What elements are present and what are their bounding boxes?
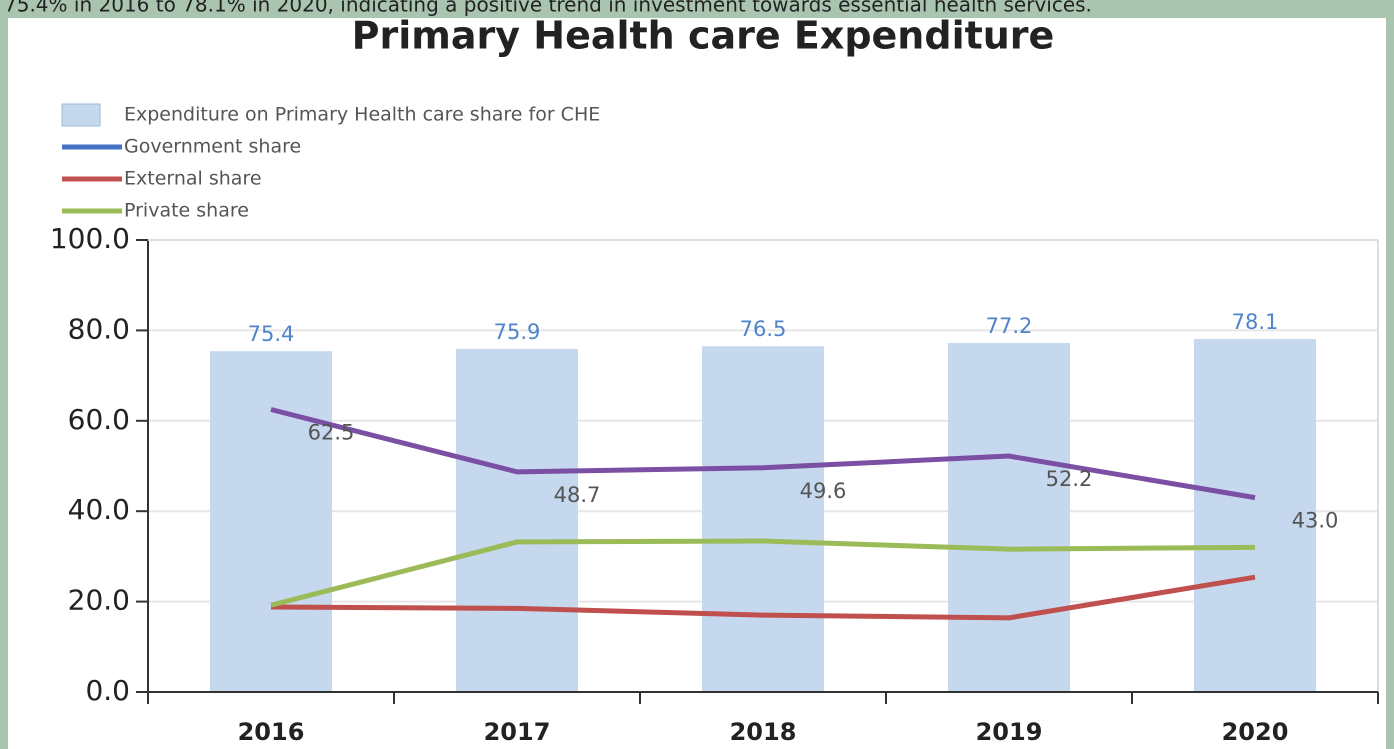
bar-value-label: 78.1 bbox=[1232, 310, 1279, 334]
line-value-label: 62.5 bbox=[308, 421, 355, 445]
y-tick-label: 60.0 bbox=[68, 403, 130, 436]
bar bbox=[948, 343, 1070, 692]
bar bbox=[210, 351, 332, 692]
bar-value-label: 77.2 bbox=[986, 314, 1033, 338]
legend-swatch bbox=[61, 103, 101, 127]
legend-label: Private share bbox=[124, 200, 249, 222]
x-tick-label: 2019 bbox=[976, 718, 1043, 746]
x-tick-label: 2020 bbox=[1222, 718, 1289, 746]
line-value-label: 52.2 bbox=[1046, 467, 1093, 491]
legend-label: External share bbox=[124, 168, 262, 190]
bar-value-label: 75.4 bbox=[248, 322, 295, 346]
line-series bbox=[270, 407, 1256, 501]
x-tick-label: 2016 bbox=[238, 718, 305, 746]
y-tick-label: 0.0 bbox=[85, 674, 130, 707]
line-value-label: 49.6 bbox=[800, 479, 847, 503]
bar bbox=[456, 348, 578, 692]
x-tick-label: 2018 bbox=[730, 718, 797, 746]
line-value-label: 43.0 bbox=[1292, 509, 1339, 533]
y-tick-label: 40.0 bbox=[68, 493, 130, 526]
y-tick-label: 80.0 bbox=[68, 312, 130, 345]
line-value-label: 48.7 bbox=[554, 483, 601, 507]
line-series bbox=[270, 574, 1256, 621]
x-tick-label: 2017 bbox=[484, 718, 551, 746]
y-tick-label: 20.0 bbox=[68, 584, 130, 617]
y-tick-label: 100.0 bbox=[50, 222, 130, 255]
bar bbox=[1194, 338, 1316, 692]
chart-title: Primary Health care Expenditure bbox=[352, 14, 1055, 58]
bar-value-label: 75.9 bbox=[494, 320, 541, 344]
legend-label: Expenditure on Primary Health care share… bbox=[124, 104, 600, 126]
line-series bbox=[270, 538, 1256, 608]
caption: 75.4% in 2016 to 78.1% in 2020, indicati… bbox=[4, 0, 1092, 17]
bar-value-label: 76.5 bbox=[740, 317, 787, 341]
legend-label: Government share bbox=[124, 136, 301, 158]
bar bbox=[702, 346, 824, 692]
